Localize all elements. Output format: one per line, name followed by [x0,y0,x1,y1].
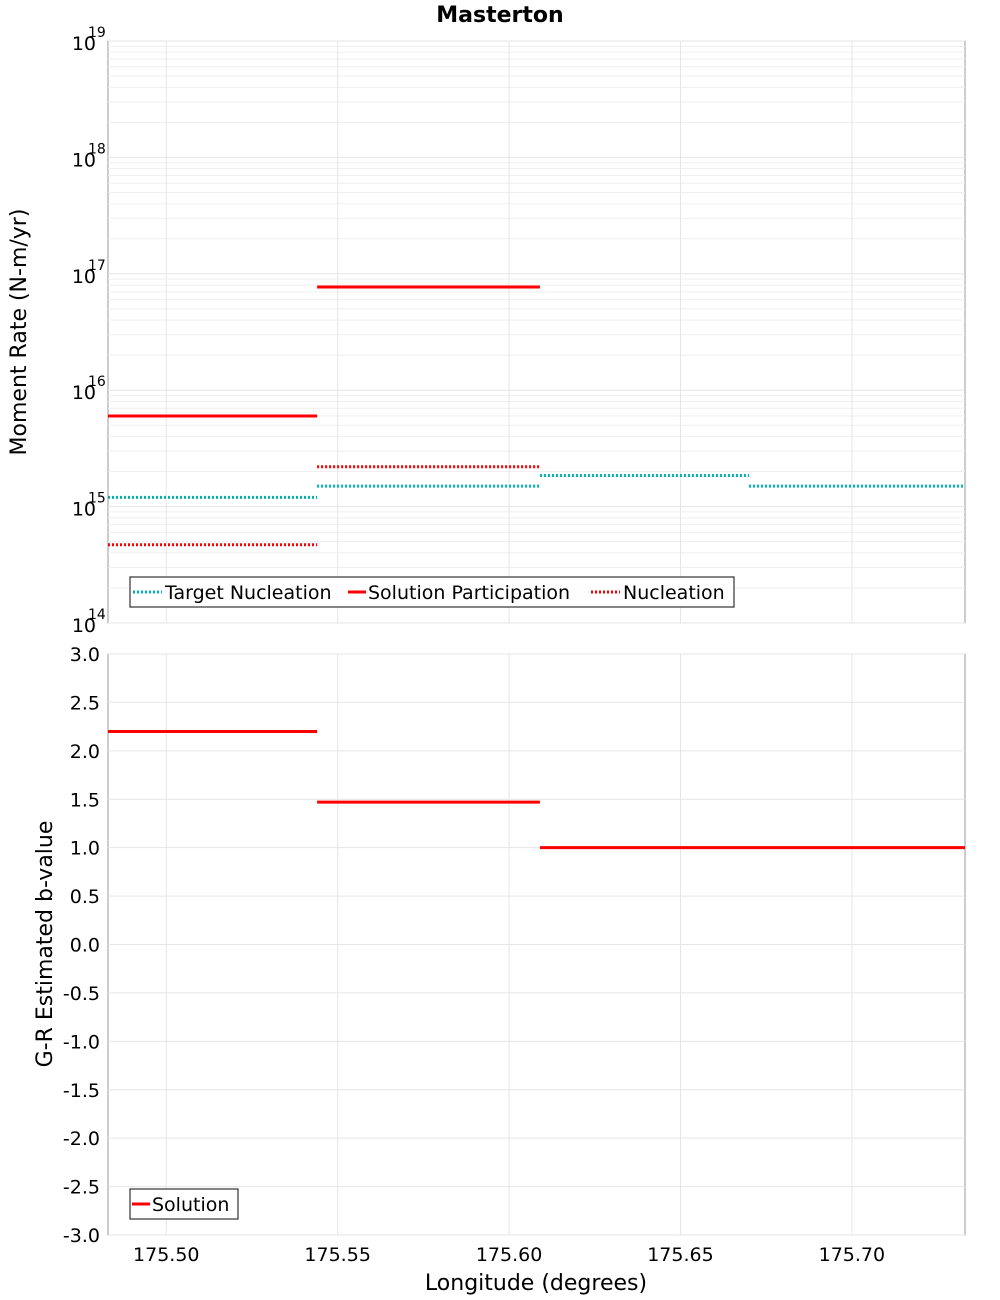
legend-label-nucleation: Nucleation [623,582,725,604]
legend-label-target-nucleation: Target Nucleation [164,582,332,604]
b-value-series [108,729,965,850]
y-tick-exponent: 19 [88,25,106,41]
b-value-grid [108,653,965,1236]
y-tick-label: 10 [72,149,96,171]
y-tick-label: 0.0 [70,935,100,957]
legend-label-solution-participation: Solution Participation [368,582,570,604]
y-tick-exponent: 14 [88,607,106,623]
x-tick-label: 175.55 [304,1244,370,1266]
moment-rate-y-axis-label: Moment Rate (N-m/yr) [7,209,32,456]
y-tick-exponent: 18 [88,141,106,157]
chart-title: Masterton [436,3,563,28]
y-tick-label: 10 [72,499,96,521]
x-tick-label: 175.60 [476,1244,542,1266]
x-tick-label: 175.65 [647,1244,713,1266]
y-tick-label: 2.5 [70,692,100,714]
moment-rate-grid [108,40,965,624]
moment-rate-plot-area [107,40,966,624]
y-tick-label: 10 [72,382,96,404]
moment-rate-legend: Target Nucleation Solution Participation… [129,576,735,608]
b-value-y-ticks: -3.0 -2.5 -2.0 -1.5 -1.0 -0.5 0.0 0.5 1.0 1.5 2.0 2… [63,644,100,1247]
y-tick-label: 3.0 [70,644,100,666]
moment-rate-series [108,285,965,547]
y-tick-label: -1.0 [63,1031,100,1053]
b-value-y-axis-label: G-R Estimated b-value [33,821,58,1068]
y-tick-label: -1.5 [63,1080,100,1102]
y-tick-exponent: 16 [88,374,106,390]
y-tick-label: 10 [72,266,96,288]
y-tick-label: 1.0 [70,838,100,860]
y-tick-label: -0.5 [63,983,100,1005]
b-value-legend: Solution [129,1188,239,1220]
y-tick-label: 10 [72,615,96,637]
y-tick-label: 0.5 [70,886,100,908]
y-tick-label: -2.0 [63,1128,100,1150]
moment-rate-legend-box [129,576,735,608]
y-tick-label: 10 [72,33,96,55]
x-tick-label: 175.50 [133,1244,199,1266]
y-tick-exponent: 15 [88,491,106,507]
b-value-panel: -3.0 -2.5 -2.0 -1.5 -1.0 -0.5 0.0 0.5 1.0 1.5 2.0 2… [33,644,966,1247]
legend-label-solution: Solution [152,1194,229,1216]
x-axis-label: Longitude (degrees) [425,1271,647,1296]
y-tick-label: 2.0 [70,741,100,763]
x-tick-label: 175.70 [819,1244,885,1266]
x-axis-ticks: 175.50 175.55 175.60 175.65 175.70 [133,1244,885,1266]
y-tick-exponent: 17 [88,258,106,274]
y-tick-label: 1.5 [70,789,100,811]
y-tick-label: -2.5 [63,1177,100,1199]
y-tick-label: -3.0 [63,1225,100,1247]
